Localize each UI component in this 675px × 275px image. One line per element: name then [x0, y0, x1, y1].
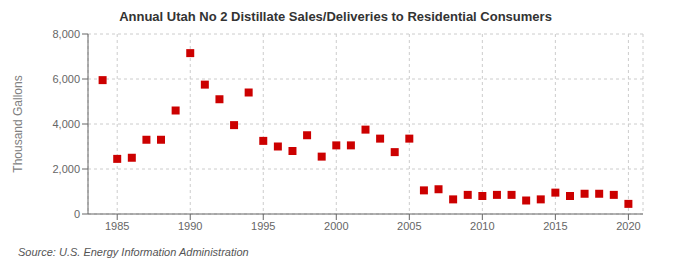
svg-text:0: 0	[74, 208, 80, 220]
svg-text:Thousand Gallons: Thousand Gallons	[11, 75, 25, 172]
svg-text:2005: 2005	[397, 220, 421, 232]
svg-text:6,000: 6,000	[52, 73, 80, 85]
svg-text:1985: 1985	[105, 220, 129, 232]
html-text:Source: U.S. Energy Informatio: Source: U.S. Energy Information Administ…	[18, 246, 249, 258]
svg-text:1990: 1990	[178, 220, 202, 232]
svg-text:4,000: 4,000	[52, 118, 80, 130]
svg-text:2020: 2020	[616, 220, 640, 232]
svg-text:2000: 2000	[324, 220, 348, 232]
svg-text:2010: 2010	[470, 220, 494, 232]
svg-text:8,000: 8,000	[52, 28, 80, 40]
svg-text:1995: 1995	[251, 220, 275, 232]
html-text:Annual Utah No 2 Distillate Sa: Annual Utah No 2 Distillate Sales/Delive…	[119, 9, 552, 24]
svg-text:2,000: 2,000	[52, 163, 80, 175]
svg-text:2015: 2015	[543, 220, 567, 232]
